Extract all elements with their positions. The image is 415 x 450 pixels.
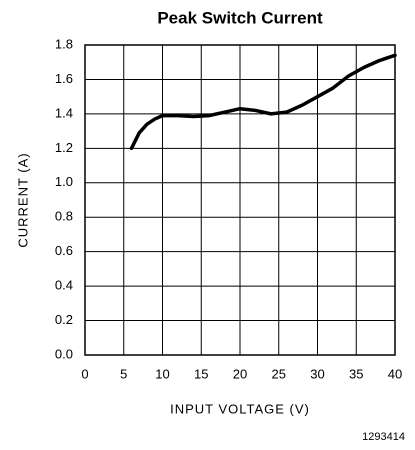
x-tick-label: 35	[349, 366, 363, 381]
x-axis-label: INPUT VOLTAGE (V)	[170, 401, 310, 416]
y-tick-label: 0.0	[55, 346, 73, 361]
y-tick-label: 1.0	[55, 174, 73, 189]
x-tick-label: 10	[155, 366, 169, 381]
figure-number: 1293414	[362, 431, 405, 443]
x-tick-label: 40	[388, 366, 402, 381]
x-tick-label: 30	[310, 366, 324, 381]
y-tick-label: 1.6	[55, 71, 73, 86]
x-tick-label: 5	[120, 366, 127, 381]
y-tick-label: 0.4	[55, 278, 73, 293]
x-tick-label: 25	[272, 366, 286, 381]
y-axis-label: CURRENT (A)	[15, 152, 30, 247]
plot-frame	[84, 44, 396, 356]
x-tick-label: 20	[233, 366, 247, 381]
chart-title: Peak Switch Current	[157, 8, 323, 27]
y-tick-label: 1.8	[55, 36, 73, 51]
y-tick-label: 1.2	[55, 140, 73, 155]
y-tick-label: 0.2	[55, 312, 73, 327]
data-line	[129, 53, 397, 151]
y-tick-label: 1.4	[55, 105, 73, 120]
x-tick-label: 0	[81, 366, 88, 381]
y-tick-label: 0.6	[55, 243, 73, 258]
y-tick-label: 0.8	[55, 209, 73, 224]
x-tick-label: 15	[194, 366, 208, 381]
